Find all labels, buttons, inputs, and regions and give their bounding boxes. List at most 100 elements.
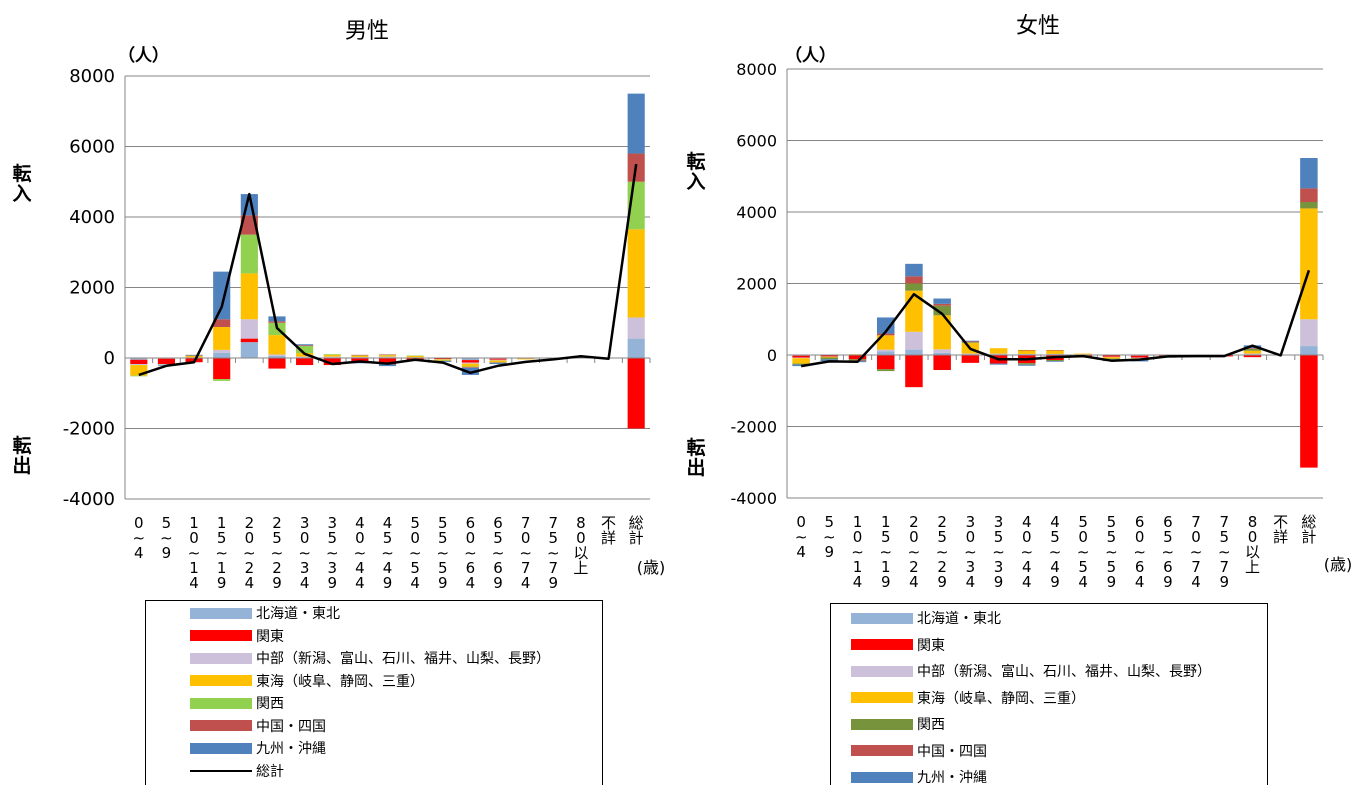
y-tick-label: 2000 bbox=[69, 278, 115, 299]
x-tick-label: 4 5 ∼ 4 9 bbox=[1049, 513, 1062, 591]
legend-label: 東海（岐阜、静岡、三重） bbox=[256, 673, 424, 690]
legend-item-hokkaido: 北海道・東北 bbox=[190, 601, 340, 625]
legend-item-kyushu: 九州・沖縄 bbox=[190, 736, 326, 760]
legend-swatch bbox=[851, 745, 913, 756]
x-tick-label: 7 5 ∼ 7 9 bbox=[547, 514, 560, 592]
x-tick-label: 5 ∼ 9 bbox=[160, 514, 173, 562]
x-tick-label: 5 5 ∼ 5 9 bbox=[1105, 513, 1118, 591]
legend-swatch bbox=[851, 718, 913, 730]
legend-label: 中国・四国 bbox=[256, 718, 326, 735]
bar-segment-kansai bbox=[1018, 363, 1036, 365]
legend-label: 関西 bbox=[256, 696, 284, 712]
bar-segment-hokkaido bbox=[268, 355, 286, 358]
bar-segment-chugoku bbox=[489, 362, 507, 364]
bar-segment-chubu bbox=[1102, 356, 1121, 358]
legend-item-kanto: 関東 bbox=[851, 633, 945, 657]
x-tick-label: 6 5 ∼ 6 9 bbox=[1162, 513, 1175, 591]
x-tick-label: 2 0 ∼ 2 4 bbox=[243, 514, 256, 592]
bar-segment-kanto bbox=[1130, 355, 1149, 358]
x-tick-label: 7 0 ∼ 7 4 bbox=[1190, 513, 1203, 591]
bar-segment-kansai bbox=[1046, 360, 1064, 362]
x-tick-label: 7 0 ∼ 7 4 bbox=[519, 514, 532, 592]
x-tick-label: 4 5 ∼ 4 9 bbox=[381, 514, 394, 592]
bar-segment-kansai bbox=[296, 346, 314, 354]
bar-segment-tokai bbox=[517, 358, 535, 360]
legend-item-kansai: 関西 bbox=[190, 691, 284, 715]
bar-segment-kanto bbox=[905, 355, 923, 388]
bar-segment-tokai bbox=[434, 359, 452, 361]
bar-segment-tokai bbox=[240, 273, 258, 320]
legend-label: 北海道・東北 bbox=[256, 606, 340, 622]
legend-item-tokai: 東海（岐阜、静岡、三重） bbox=[851, 686, 1085, 710]
x-tick-label: 6 0 ∼ 6 4 bbox=[464, 514, 477, 592]
bar-segment-tokai bbox=[627, 229, 645, 318]
legend-label: 北海道・東北 bbox=[917, 611, 1001, 627]
bar-segment-kanto bbox=[1243, 355, 1262, 358]
bar-segment-chubu bbox=[1046, 353, 1064, 355]
bar-segment-chubu bbox=[820, 356, 839, 357]
bar-segment-tokai bbox=[1300, 208, 1318, 320]
bar-segment-kansai bbox=[406, 355, 424, 357]
legend-swatch bbox=[851, 692, 913, 703]
legend-label: 東海（岐阜、静岡、三重） bbox=[917, 690, 1085, 707]
x-tick-label: 8 0 以上 bbox=[1245, 513, 1260, 576]
x-tick-label: 4 0 ∼ 4 4 bbox=[1021, 513, 1034, 591]
bar-segment-kyushu bbox=[489, 362, 507, 364]
bar-segment-kansai bbox=[351, 355, 369, 356]
female-legend: 北海道・東北関東 中部（新潟、富山、石川、福井、山梨、長野） 東海（岐阜、静岡、三重… bbox=[830, 603, 1268, 786]
legend-label: 九州・沖縄 bbox=[917, 770, 987, 786]
x-tick-label: 1 0 ∼ 1 4 bbox=[851, 513, 864, 591]
y-tick-label: 6000 bbox=[69, 137, 115, 158]
total-line bbox=[138, 163, 638, 377]
y-tick-label: 0 bbox=[104, 348, 115, 369]
legend-swatch bbox=[190, 697, 252, 709]
legend-swatch bbox=[851, 665, 913, 677]
bar-segment-chubu bbox=[268, 354, 286, 356]
bar-segment-chubu bbox=[434, 359, 452, 360]
bar-segment-kyushu bbox=[933, 298, 951, 304]
inflow-label: 転入 bbox=[12, 163, 31, 205]
bar-segment-kansai bbox=[489, 362, 507, 363]
bar-segment-kansai bbox=[323, 354, 341, 355]
y-tick-label: -2000 bbox=[63, 419, 115, 440]
outflow-label: 転出 bbox=[12, 435, 31, 477]
y-tick-label: 4000 bbox=[69, 207, 115, 228]
bar-segment-kanto bbox=[461, 360, 479, 363]
bar-segment-kanto bbox=[268, 358, 286, 369]
bar-segment-chubu bbox=[933, 349, 951, 353]
legend-item-total: 総計 bbox=[190, 759, 284, 783]
bar-segment-tokai bbox=[876, 335, 895, 350]
x-tick-label: 6 0 ∼ 6 4 bbox=[1133, 513, 1146, 591]
bar-segment-tokai bbox=[213, 326, 231, 350]
y-tick-label: 8000 bbox=[736, 60, 777, 79]
legend-item-kyushu: 九州・沖縄 bbox=[851, 765, 987, 789]
legend-label: 関西 bbox=[917, 717, 945, 733]
x-tick-label: 1 5 ∼ 1 9 bbox=[215, 514, 228, 592]
y-tick-label: 8000 bbox=[69, 66, 115, 87]
bar-segment-tokai bbox=[378, 355, 397, 357]
bar-segment-kansai bbox=[905, 283, 923, 291]
bar-segment-chugoku bbox=[1046, 349, 1064, 351]
bar-segment-tokai bbox=[1046, 350, 1064, 354]
bar-segment-kanto bbox=[434, 358, 452, 360]
x-tick-label: 2 0 ∼ 2 4 bbox=[908, 513, 921, 591]
y-tick-label: -4000 bbox=[731, 489, 778, 508]
legend-item-chubu: 中部（新潟、富山、石川、福井、山梨、長野） bbox=[851, 659, 1211, 683]
legend-swatch bbox=[190, 630, 252, 641]
bar-segment-kansai bbox=[461, 366, 479, 368]
bar-segment-kyushu bbox=[213, 271, 231, 320]
x-tick-label: 2 5 ∼ 2 9 bbox=[271, 514, 284, 592]
bar-segment-tokai bbox=[406, 355, 424, 358]
legend-item-hokkaido: 北海道・東北 bbox=[851, 606, 1001, 630]
bar-segment-tokai bbox=[185, 355, 203, 358]
total-line bbox=[800, 269, 1311, 368]
legend-item-tokai: 東海（岐阜、静岡、三重） bbox=[190, 669, 424, 693]
bar-segment-kansai bbox=[876, 369, 895, 372]
bar-segment-chugoku bbox=[876, 333, 895, 336]
bar-segment-kansai bbox=[1300, 201, 1318, 209]
bar-segment-chubu bbox=[351, 356, 369, 358]
bar-segment-chugoku bbox=[378, 354, 397, 355]
bar-segment-kansai bbox=[933, 305, 951, 316]
bar-segment-kyushu bbox=[989, 363, 1008, 365]
bar-segment-kanto bbox=[933, 355, 951, 371]
